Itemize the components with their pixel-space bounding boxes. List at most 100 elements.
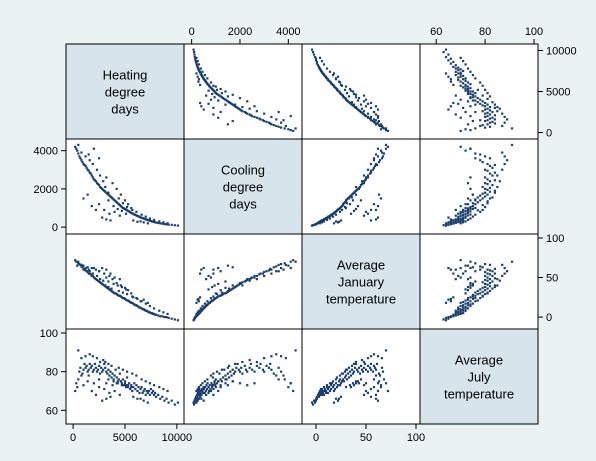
data-point bbox=[198, 387, 201, 391]
data-point bbox=[369, 101, 373, 105]
data-point bbox=[376, 389, 380, 393]
panel-jul-vs-cdd bbox=[183, 328, 303, 425]
data-point bbox=[462, 208, 465, 212]
data-point bbox=[372, 203, 376, 206]
data-point bbox=[123, 286, 127, 289]
data-point bbox=[107, 368, 110, 371]
data-point bbox=[503, 162, 506, 166]
data-point bbox=[155, 313, 158, 316]
data-point bbox=[88, 353, 91, 356]
data-point bbox=[127, 289, 130, 292]
data-point bbox=[493, 122, 496, 125]
data-point bbox=[170, 399, 173, 402]
data-point bbox=[100, 366, 103, 369]
data-point bbox=[474, 92, 477, 95]
data-point bbox=[474, 157, 477, 160]
data-point bbox=[311, 51, 315, 54]
data-point bbox=[488, 273, 492, 276]
data-point bbox=[118, 393, 121, 396]
data-point bbox=[279, 355, 283, 358]
data-point bbox=[236, 362, 239, 366]
data-point bbox=[452, 60, 455, 64]
data-point bbox=[228, 376, 231, 379]
data-point bbox=[474, 95, 477, 98]
data-point bbox=[491, 183, 494, 187]
data-point bbox=[248, 113, 251, 116]
data-point bbox=[197, 297, 200, 300]
data-point bbox=[457, 66, 460, 69]
data-point bbox=[469, 128, 472, 132]
data-point bbox=[215, 370, 219, 373]
data-point bbox=[310, 401, 314, 404]
diagonal-label-hdd: Heating bbox=[103, 68, 148, 83]
data-point bbox=[253, 115, 256, 119]
data-point bbox=[488, 105, 492, 109]
data-point bbox=[289, 115, 292, 118]
data-point bbox=[128, 382, 131, 385]
data-point bbox=[110, 287, 113, 290]
data-point bbox=[488, 289, 492, 293]
data-point bbox=[275, 265, 278, 268]
data-point bbox=[332, 72, 336, 75]
data-point bbox=[452, 315, 455, 318]
data-point bbox=[444, 319, 448, 322]
data-point bbox=[235, 105, 238, 109]
data-point bbox=[108, 212, 111, 215]
data-point bbox=[369, 368, 373, 371]
data-point bbox=[498, 279, 501, 282]
data-point bbox=[352, 92, 356, 96]
data-point bbox=[349, 386, 353, 389]
data-point bbox=[241, 105, 244, 109]
data-point bbox=[362, 384, 366, 387]
data-point bbox=[240, 109, 243, 112]
data-point bbox=[148, 217, 152, 220]
data-point bbox=[102, 358, 105, 362]
data-point bbox=[469, 83, 472, 86]
data-point bbox=[98, 372, 102, 375]
data-point bbox=[207, 391, 210, 395]
data-point bbox=[503, 272, 506, 275]
tick-label: 100 bbox=[40, 328, 58, 340]
data-point bbox=[197, 393, 200, 396]
data-point bbox=[170, 317, 173, 320]
panel-jul-vs-hdd bbox=[65, 328, 185, 425]
data-point bbox=[484, 282, 487, 285]
data-point bbox=[498, 107, 501, 110]
data-point bbox=[235, 285, 238, 288]
data-point bbox=[279, 263, 283, 266]
data-point bbox=[287, 128, 290, 131]
data-point bbox=[459, 309, 462, 312]
data-point bbox=[343, 370, 347, 373]
data-point bbox=[115, 187, 118, 190]
data-point bbox=[176, 224, 180, 227]
data-point bbox=[246, 384, 249, 387]
data-point bbox=[315, 62, 319, 65]
data-point bbox=[320, 389, 324, 393]
data-point bbox=[486, 92, 489, 95]
data-point bbox=[97, 364, 101, 367]
data-point bbox=[91, 272, 94, 275]
data-point bbox=[464, 149, 467, 152]
data-point bbox=[263, 270, 266, 274]
data-point bbox=[363, 362, 367, 366]
data-point bbox=[113, 374, 116, 377]
data-point bbox=[218, 94, 221, 97]
data-point bbox=[493, 179, 496, 182]
data-point bbox=[459, 116, 462, 119]
data-point bbox=[220, 293, 223, 297]
data-point bbox=[117, 197, 120, 200]
data-point bbox=[374, 119, 378, 122]
data-point bbox=[142, 221, 145, 224]
data-point bbox=[325, 218, 329, 221]
data-point bbox=[226, 100, 229, 103]
data-point bbox=[193, 53, 196, 56]
data-point bbox=[206, 387, 209, 391]
data-point bbox=[221, 293, 225, 296]
data-point bbox=[137, 386, 140, 389]
data-point bbox=[241, 281, 244, 284]
data-point bbox=[80, 357, 83, 360]
data-point bbox=[469, 281, 472, 285]
data-point bbox=[207, 102, 210, 105]
data-point bbox=[488, 164, 492, 168]
data-point bbox=[457, 78, 460, 82]
